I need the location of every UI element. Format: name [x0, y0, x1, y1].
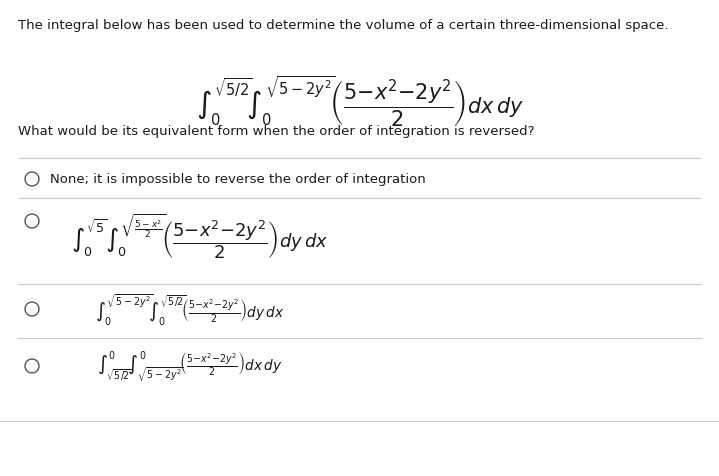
Text: $\int_0^{\sqrt{5}}\int_0^{\sqrt{\frac{5-x^2}{2}}}\!\left(\dfrac{5{-}x^2{-}2y^2}{: $\int_0^{\sqrt{5}}\int_0^{\sqrt{\frac{5-…	[71, 211, 329, 260]
Text: The integral below has been used to determine the volume of a certain three-dime: The integral below has been used to dete…	[18, 19, 669, 32]
Text: $\int_0^{\sqrt{5/2}}\!\int_0^{\sqrt{5-2y^2}}\!\left(\dfrac{5{-}x^2{-}2y^2}{2}\ri: $\int_0^{\sqrt{5/2}}\!\int_0^{\sqrt{5-2y…	[196, 75, 524, 129]
Text: $\int_{\sqrt{5/2}}^{0}\!\int_{\sqrt{5-2y^2}}^{0}\!\left(\frac{5{-}x^2{-}2y^2}{2}: $\int_{\sqrt{5/2}}^{0}\!\int_{\sqrt{5-2y…	[97, 349, 283, 384]
Text: What would be its equivalent form when the order of integration is reversed?: What would be its equivalent form when t…	[18, 125, 534, 138]
Text: None; it is impossible to reverse the order of integration: None; it is impossible to reverse the or…	[50, 173, 426, 186]
Text: $\int_0^{\sqrt{5-2y^2}}\!\int_0^{\sqrt{5/2}}\!\left(\frac{5{-}x^2{-}2y^2}{2}\rig: $\int_0^{\sqrt{5-2y^2}}\!\int_0^{\sqrt{5…	[95, 291, 285, 327]
